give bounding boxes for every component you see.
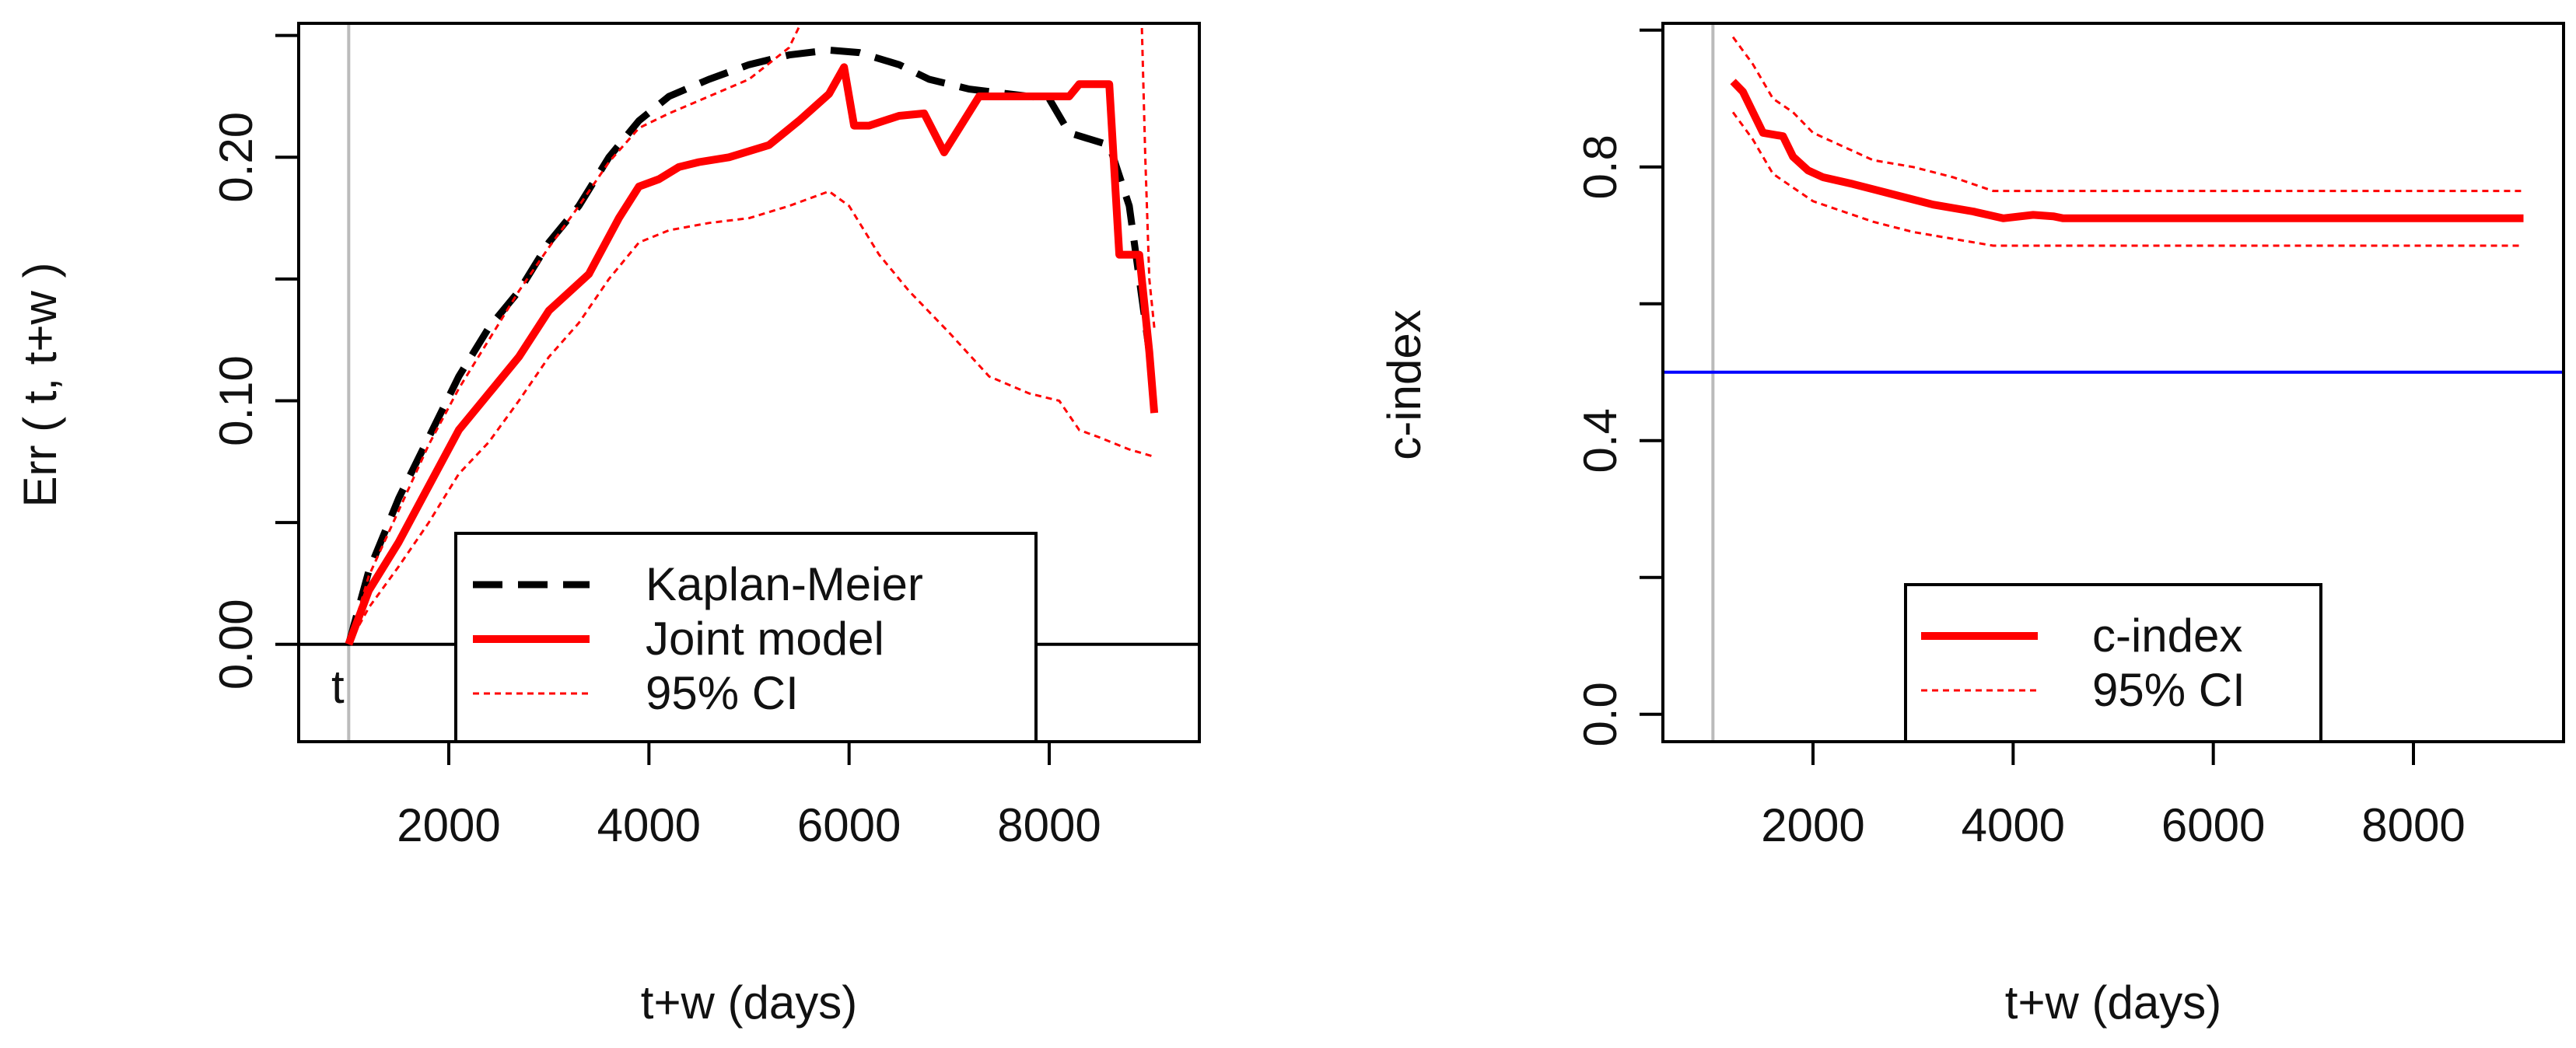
legend-ci-label: 95% CI xyxy=(646,667,799,719)
error-plot-lines xyxy=(299,23,1199,742)
error-axes: 2000 4000 6000 8000 0.00 0.10 0.20 xyxy=(210,33,1101,851)
cindex-x-tick-label: 8000 xyxy=(2361,799,2465,851)
error-x-tick-label: 6000 xyxy=(797,799,901,851)
error-y-axis-title: Err ( t, t+w ) xyxy=(14,263,66,508)
error-x-tick-label: 4000 xyxy=(597,799,701,851)
cindex-x-tick-label: 2000 xyxy=(1761,799,1864,851)
cindex-x-axis-title: t+w (days) xyxy=(2005,976,2221,1029)
legend-cindex-ci-label: 95% CI xyxy=(2092,664,2245,716)
cindex-plot-lines xyxy=(1663,23,2564,742)
cindex-c-index-line xyxy=(1730,79,2524,222)
error-legend: Kaplan-Meier Joint model 95% CI xyxy=(454,532,1038,743)
legend-kaplan-meier-label: Kaplan-Meier xyxy=(646,558,923,610)
error-x-tick-label: 8000 xyxy=(997,799,1101,851)
cindex-y-tick-label: 0.8 xyxy=(1574,134,1626,199)
error-x-tick-label: 2000 xyxy=(397,799,500,851)
error-ci-upper-line xyxy=(347,23,803,645)
error-joint-model-line xyxy=(345,63,1159,646)
error-y-tick-label: 0.00 xyxy=(210,599,262,690)
cindex-ci-upper-line xyxy=(1731,36,2524,193)
error-ci-lower-line xyxy=(347,190,1155,645)
cindex-ci-lower-line xyxy=(1731,111,2524,247)
cindex-y-tick-label: 0.4 xyxy=(1574,408,1626,473)
legend-cindex-label: c-index xyxy=(2092,610,2242,662)
error-y-tick-label: 0.10 xyxy=(210,355,262,446)
error-kaplan-meier-line xyxy=(345,46,1153,645)
cindex-axes: 2000 4000 6000 8000 0.0 0.4 0.8 xyxy=(1574,28,2466,851)
error-y-tick-label: 0.20 xyxy=(210,112,262,203)
cindex-y-tick-label: 0.0 xyxy=(1574,682,1626,746)
error-ci-upper-tail-line xyxy=(1140,23,1156,328)
error-panel: 2000 4000 6000 8000 0.00 0.10 0.20 t t+w (days… xyxy=(14,22,1201,1029)
cindex-panel: 2000 4000 6000 8000 0.0 0.4 0.8 t+w (days) c-i… xyxy=(1378,22,2565,1029)
cindex-legend: c-index 95% CI xyxy=(1904,583,2322,743)
cindex-x-tick-label: 6000 xyxy=(2161,799,2265,851)
cindex-x-tick-label: 4000 xyxy=(1962,799,2065,851)
error-point-label: t xyxy=(331,661,345,713)
cindex-legend-box xyxy=(1904,583,2322,743)
error-x-axis-title: t+w (days) xyxy=(641,976,857,1029)
cindex-y-axis-title: c-index xyxy=(1378,309,1430,459)
legend-joint-model-label: Joint model xyxy=(646,613,884,665)
